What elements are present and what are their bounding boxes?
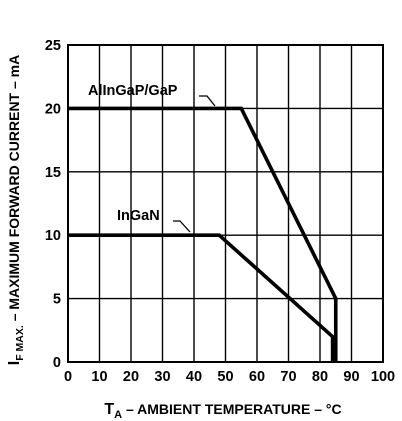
x-tick-label-0: 0 [64, 369, 72, 385]
y-tick-label-25: 25 [45, 38, 61, 54]
y-axis-title-text: – MAXIMUM FORWARD CURRENT – mA [6, 55, 22, 325]
x-tick-label-30: 30 [154, 369, 170, 385]
x-axis-title: TA – AMBIENT TEMPERATURE – °C [104, 401, 341, 421]
y-axis-title-subscript: F MAX. [14, 325, 26, 361]
x-axis-title-text: – AMBIENT TEMPERATURE – °C [122, 401, 342, 417]
x-axis-title-prefix: T [104, 401, 114, 418]
series-lines [68, 106, 338, 362]
series-line-1 [68, 233, 335, 362]
x-tick-label-50: 50 [217, 369, 233, 385]
y-tick-label-5: 5 [53, 292, 61, 308]
y-axis-title-prefix: I [6, 361, 23, 365]
x-tick-label-90: 90 [343, 369, 359, 385]
series-leader-lines [173, 95, 216, 233]
y-tick-label-0: 0 [53, 355, 61, 371]
y-tick-label-20: 20 [45, 101, 61, 117]
x-tick-label-70: 70 [280, 369, 296, 385]
x-tick-label-80: 80 [312, 369, 328, 385]
series-line-0 [68, 106, 338, 362]
plot-frame [67, 44, 384, 363]
x-tick-label-60: 60 [249, 369, 265, 385]
y-tick-labels: 0 5 10 15 20 25 [45, 38, 61, 371]
x-axis-title-subscript: A [114, 409, 122, 421]
leader-line-ingan [173, 220, 191, 233]
series-label-ingan: InGaN [117, 208, 160, 224]
x-tick-label-40: 40 [186, 369, 202, 385]
x-tick-labels: 0 10 20 30 40 50 60 70 80 90 100 [64, 369, 395, 385]
y-axis-title: IF MAX. – MAXIMUM FORWARD CURRENT – mA [6, 55, 26, 365]
x-tick-label-10: 10 [91, 369, 107, 385]
leader-line-alingap [199, 95, 216, 107]
y-tick-label-15: 15 [45, 165, 61, 181]
y-tick-label-10: 10 [45, 228, 61, 244]
series-label-alingap: AlInGaP/GaP [88, 83, 178, 99]
x-tick-label-100: 100 [371, 369, 395, 385]
x-tick-label-20: 20 [123, 369, 139, 385]
